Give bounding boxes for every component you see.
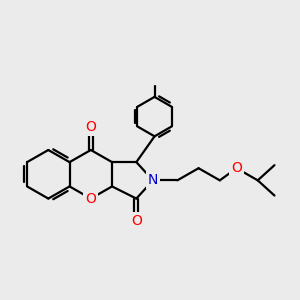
Text: O: O	[131, 214, 142, 228]
Text: O: O	[231, 161, 242, 175]
Text: N: N	[148, 173, 158, 188]
Text: O: O	[85, 120, 96, 134]
Text: O: O	[85, 192, 96, 206]
